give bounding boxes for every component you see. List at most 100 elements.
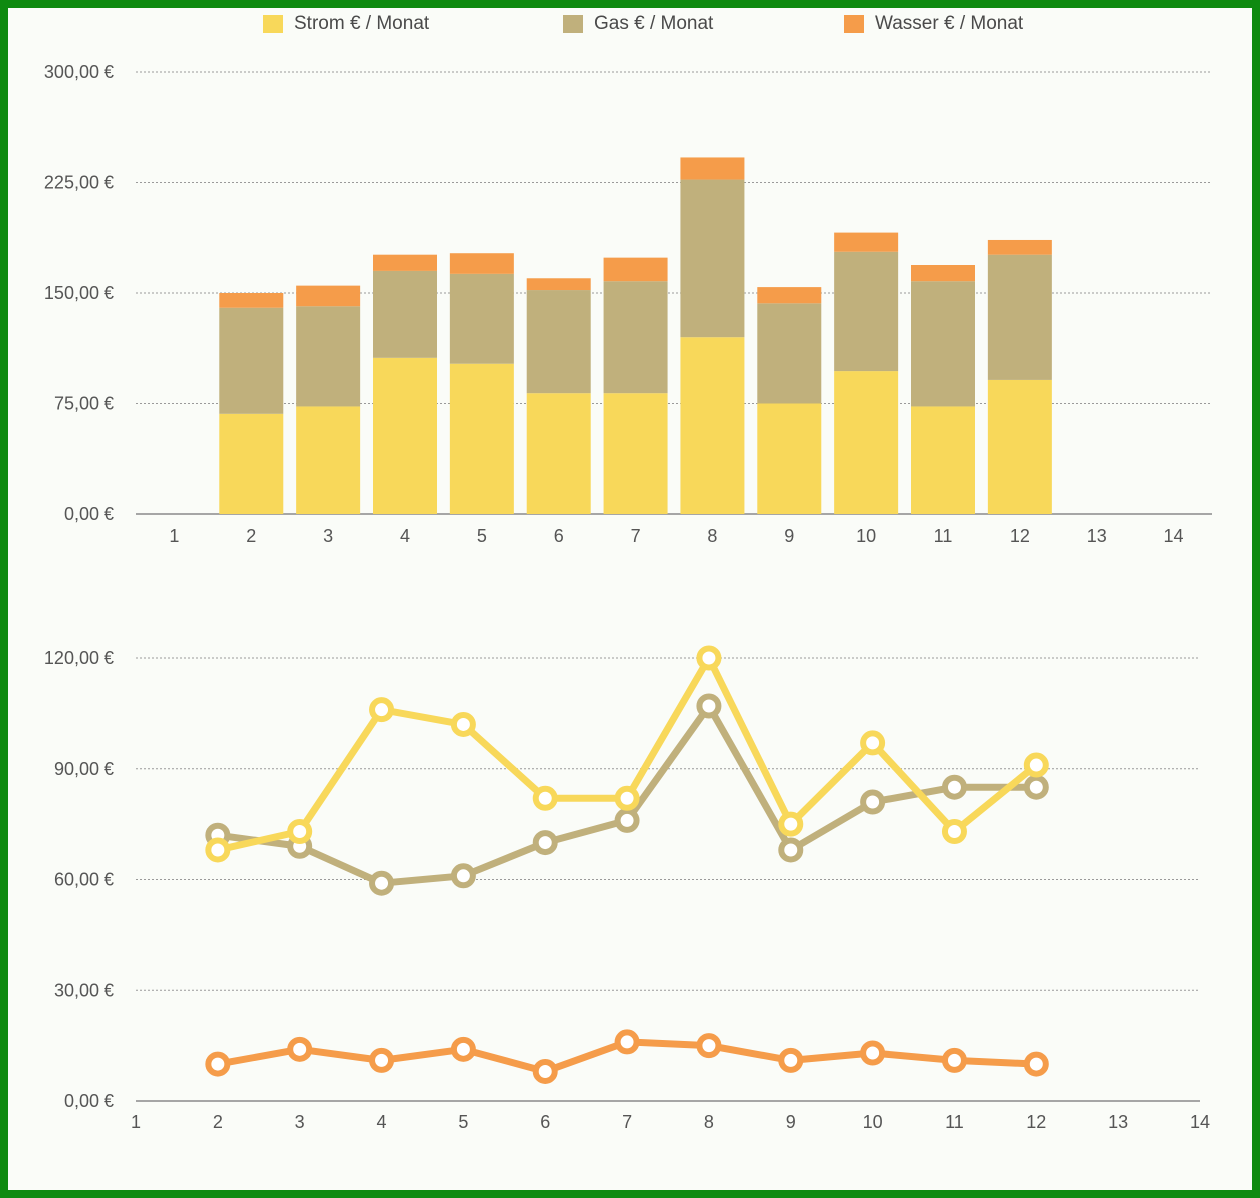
bar-segment <box>987 239 1052 255</box>
series-point <box>614 785 640 811</box>
series-point <box>205 837 231 863</box>
legend-label-gas: Gas € / Monat <box>594 13 714 34</box>
charts-canvas: 0,00 €75,00 €150,00 €225,00 €300,00 €1 2 3… <box>44 62 1212 1132</box>
bar-segment <box>603 281 668 394</box>
bar-segment <box>526 290 591 394</box>
bar-y-tick-label: 150,00 € <box>44 283 114 303</box>
bar-segment <box>219 413 284 514</box>
series-point <box>614 1029 640 1055</box>
series-point <box>941 819 967 845</box>
bar-segment <box>987 379 1052 514</box>
line-x-tick-label: 12 <box>1026 1112 1046 1132</box>
line-x-tick-label: 10 <box>863 1112 883 1132</box>
bar-segment <box>449 273 514 364</box>
bar-segment <box>296 406 361 514</box>
series-point <box>860 730 886 756</box>
legend-label-wasser: Wasser € / Monat <box>875 13 1024 34</box>
bar-x-tick-label: 9 <box>784 526 794 546</box>
line-x-tick-label: 14 <box>1190 1112 1210 1132</box>
series-point <box>614 807 640 833</box>
series-point <box>778 837 804 863</box>
line-x-tick-label: 1 <box>131 1112 141 1132</box>
series-point <box>532 1058 558 1084</box>
line-x-tick-label: 3 <box>295 1112 305 1132</box>
bar-x-tick-label: 4 <box>400 526 410 546</box>
stacked-bar-chart: 0,00 €75,00 €150,00 €225,00 €300,00 €1 2 3… <box>44 62 1212 546</box>
bar-segment <box>757 303 822 404</box>
series-point <box>941 1047 967 1073</box>
legend-item-wasser: Wasser € / Monat <box>844 12 1023 36</box>
chart-frame: Strom € / Monat Gas € / Monat Wasser € /… <box>8 8 1252 1190</box>
bar-segment <box>296 285 361 307</box>
legend-item-strom: Strom € / Monat <box>263 12 429 36</box>
bar-segment <box>911 406 975 514</box>
legend-swatch-gas <box>563 15 583 33</box>
bar-x-tick-label: 8 <box>707 526 717 546</box>
series-point <box>532 785 558 811</box>
bar-x-tick-label: 2 <box>246 526 256 546</box>
line-x-tick-label: 9 <box>786 1112 796 1132</box>
bar-x-tick-label: 11 <box>934 526 953 546</box>
legend-label-strom: Strom € / Monat <box>294 13 430 34</box>
line-y-tick-label: 0,00 € <box>64 1091 114 1111</box>
legend-swatch-strom <box>263 15 283 33</box>
line-x-tick-label: 8 <box>704 1112 714 1132</box>
series-point <box>860 789 886 815</box>
bar-segment <box>219 293 284 308</box>
bar-y-tick-label: 0,00 € <box>64 504 114 524</box>
bar-x-tick-label: 3 <box>323 526 333 546</box>
bar-y-tick-label: 225,00 € <box>44 173 114 193</box>
bar-segment <box>373 254 437 271</box>
series-point <box>450 863 476 889</box>
series-point <box>696 693 722 719</box>
series-point <box>1023 752 1049 778</box>
line-y-tick-label: 60,00 € <box>54 870 114 890</box>
line-chart: 0,00 €30,00 €60,00 €90,00 €120,00 €1 2 3 4 5… <box>44 645 1210 1132</box>
line-x-tick-label: 7 <box>622 1112 632 1132</box>
series-point <box>287 819 313 845</box>
bar-segment <box>603 257 668 282</box>
bar-segment <box>449 253 514 274</box>
series-point <box>287 1036 313 1062</box>
legend-swatch-wasser <box>844 15 864 33</box>
series-point <box>860 1040 886 1066</box>
bar-y-tick-label: 300,00 € <box>44 62 114 82</box>
line-y-tick-label: 90,00 € <box>54 759 114 779</box>
line-x-tick-label: 5 <box>458 1112 468 1132</box>
series-point <box>532 830 558 856</box>
bar-x-tick-label: 5 <box>477 526 487 546</box>
series-point <box>205 1051 231 1077</box>
series-point <box>369 697 395 723</box>
line-x-tick-label: 6 <box>540 1112 550 1132</box>
bar-segment <box>834 251 899 372</box>
line-y-tick-label: 30,00 € <box>54 980 114 1000</box>
bar-segment <box>603 393 668 514</box>
series-point <box>696 1033 722 1059</box>
bar-segment <box>680 337 745 514</box>
bar-segment <box>680 157 745 180</box>
line-x-tick-label: 4 <box>377 1112 387 1132</box>
bar-x-tick-label: 1 <box>169 526 179 546</box>
bar-segment <box>296 306 361 407</box>
line-x-tick-label: 11 <box>945 1112 964 1132</box>
bar-x-tick-label: 14 <box>1164 526 1184 546</box>
series-point <box>778 1047 804 1073</box>
bar-segment <box>911 265 975 282</box>
bar-segment <box>526 393 591 514</box>
bar-segment <box>757 287 822 304</box>
bar-x-tick-label: 10 <box>856 526 876 546</box>
line-y-tick-label: 120,00 € <box>44 648 114 668</box>
bar-y-tick-label: 75,00 € <box>54 394 114 414</box>
bar-segment <box>757 403 822 514</box>
line-x-tick-label: 2 <box>213 1112 223 1132</box>
series-point <box>696 645 722 671</box>
bar-x-tick-label: 12 <box>1010 526 1030 546</box>
bar-segment <box>373 270 437 358</box>
bar-segment <box>911 281 975 407</box>
series-point <box>1023 1051 1049 1077</box>
series-point <box>1023 774 1049 800</box>
bar-segment <box>834 232 899 252</box>
legend: Strom € / Monat Gas € / Monat Wasser € /… <box>8 8 1252 38</box>
series-point <box>450 711 476 737</box>
bar-segment <box>680 179 745 338</box>
